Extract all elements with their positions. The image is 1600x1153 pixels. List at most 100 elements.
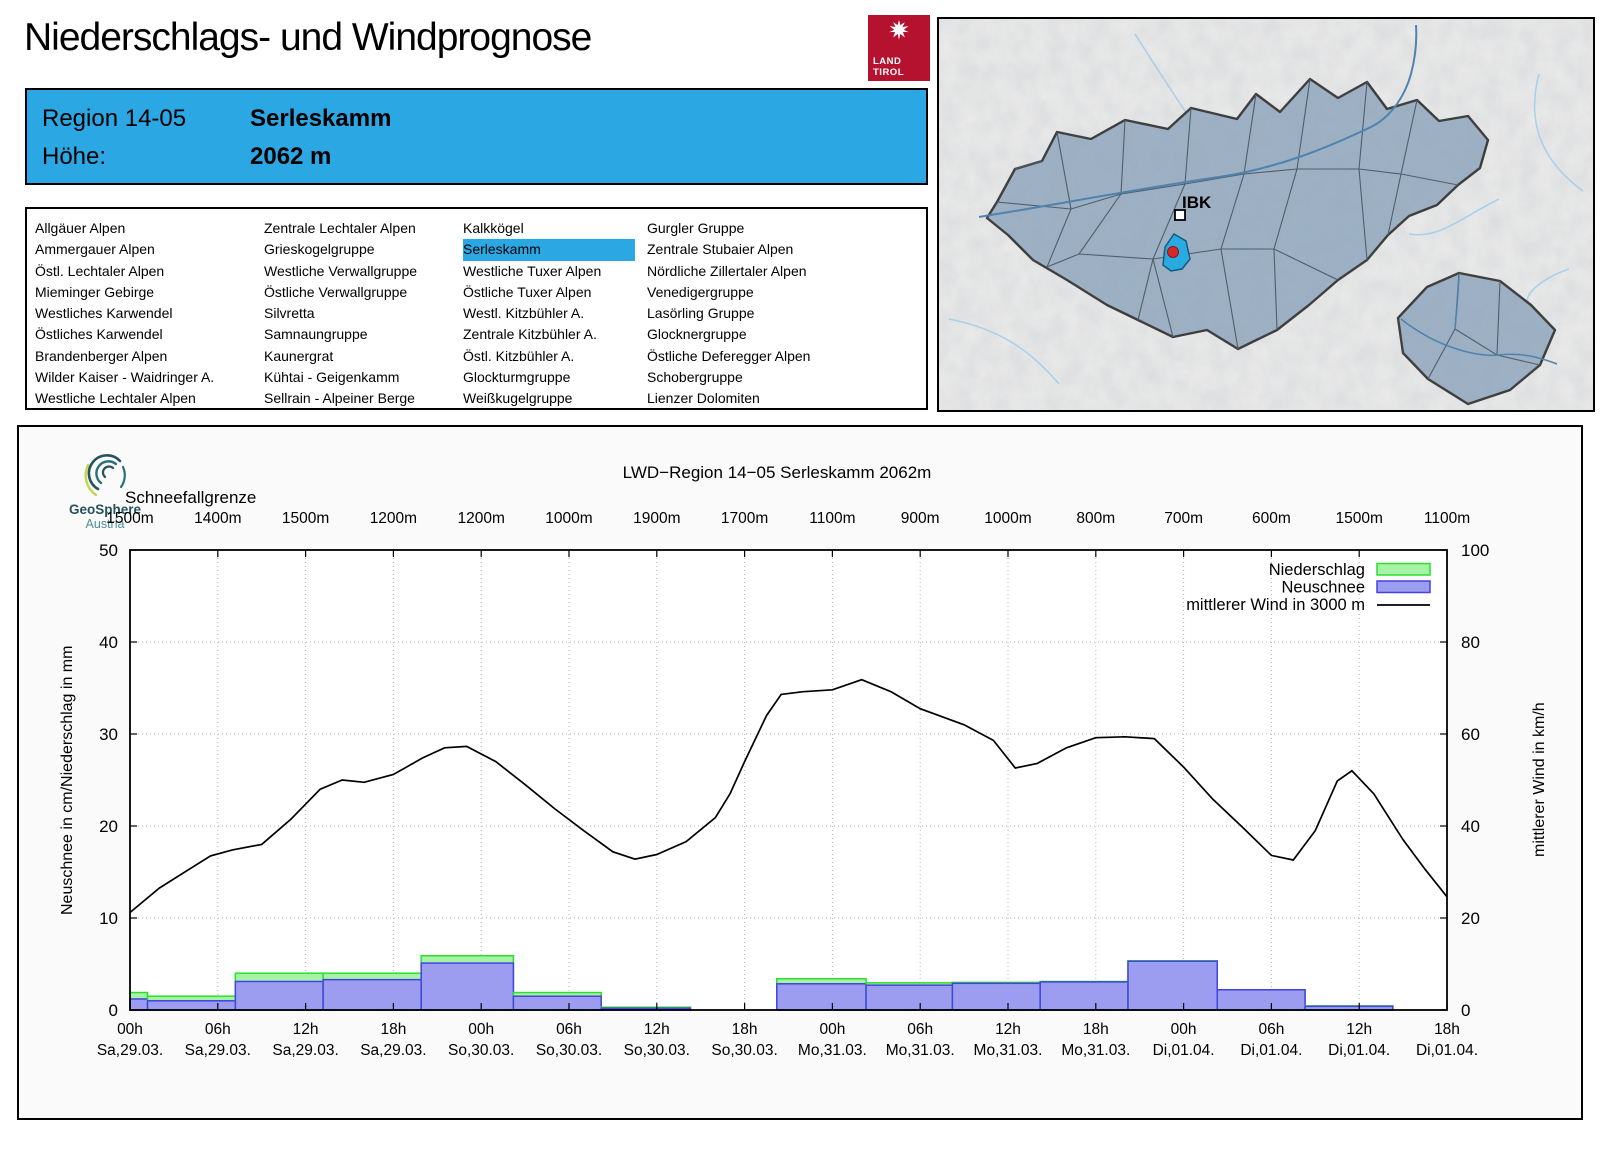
region-list-item[interactable]: Östl. Lechtaler Alpen: [35, 262, 165, 279]
snowline-value: 1500m: [281, 510, 330, 527]
x-tick-date: So,30.03.: [623, 1042, 690, 1059]
plot-area: [130, 550, 1447, 1010]
x-tick-date: Mo,31.03.: [1061, 1042, 1131, 1059]
region-list-item[interactable]: Serleskamm: [463, 239, 635, 261]
region-list-item[interactable]: Zentrale Stubaier Alpen: [647, 241, 794, 258]
region-list-item[interactable]: Glocknergruppe: [647, 326, 747, 343]
x-tick-date: Sa,29.03.: [184, 1042, 251, 1059]
map-ibk-label: IBK: [1182, 193, 1212, 212]
region-list-column-2: Zentrale Lechtaler Alpen Grieskogelgruppe…: [264, 218, 463, 408]
geosphere-name: GeoSphere: [68, 502, 142, 517]
map-region-marker-dot: [1167, 246, 1179, 258]
x-tick-time: 06h: [907, 1021, 934, 1038]
region-list-item[interactable]: Kalkkögel: [463, 220, 524, 236]
region-list-item[interactable]: Glockturmgruppe: [463, 369, 571, 386]
forecast-chart-panel: GeoSphere Austria LWD−Region 14−05 Serle…: [17, 425, 1583, 1120]
region-list-item[interactable]: Östl. Kitzbühler A.: [463, 347, 575, 364]
snow-bar: [512, 995, 602, 1011]
x-tick-date: Mo,31.03.: [797, 1042, 867, 1059]
x-tick-time: 12h: [643, 1021, 670, 1038]
x-tick-time: 18h: [731, 1021, 758, 1038]
chart-title: LWD−Region 14−05 Serleskamm 2062m: [622, 463, 932, 482]
x-tick-date: Sa,29.03.: [360, 1042, 427, 1059]
snowline-value: 600m: [1252, 510, 1291, 527]
region-list-item[interactable]: Westliches Karwendel: [35, 305, 173, 322]
right-tick-label: 0: [1461, 1001, 1470, 1020]
snow-bar: [865, 984, 954, 1011]
region-list-item[interactable]: Westliche Tuxer Alpen: [463, 262, 602, 279]
snowline-value: 1700m: [720, 510, 769, 527]
geosphere-swirl-icon: [84, 454, 126, 497]
region-list-column-4: Gurgler Gruppe Zentrale Stubaier Alpen Nör…: [647, 218, 810, 408]
snow-bar: [146, 1000, 237, 1011]
left-tick-label: 30: [99, 725, 118, 744]
x-tick-date: Mo,31.03.: [885, 1042, 955, 1059]
tirol-overview-map[interactable]: IBK: [937, 17, 1595, 412]
region-list-item[interactable]: Lasörling Gruppe: [647, 305, 755, 322]
x-tick-label: 06h So,30.03.: [511, 1019, 627, 1061]
x-tick-label: 18h Di,01.04.: [1389, 1019, 1505, 1061]
legend-swatch-snow: [1376, 580, 1431, 594]
snowline-value: 800m: [1076, 510, 1116, 527]
map-river-inn: [978, 24, 1418, 218]
snow-bar: [234, 980, 324, 1011]
region-list-item[interactable]: Wilder Kaiser - Waidringer A.: [35, 369, 215, 386]
region-list-item[interactable]: Weißkugelgruppe: [463, 390, 573, 407]
left-tick-label: 50: [99, 541, 118, 560]
region-list-item[interactable]: Sellrain - Alpeiner Berge: [264, 390, 415, 407]
region-list-item[interactable]: Östliches Karwendel: [35, 326, 163, 343]
region-list-item[interactable]: Nördliche Zillertaler Alpen: [647, 262, 807, 279]
x-tick-time: 00h: [819, 1021, 846, 1038]
x-tick-label: 06h Mo,31.03.: [862, 1019, 978, 1061]
region-list-item[interactable]: Gurgler Gruppe: [647, 220, 745, 236]
region-list-item[interactable]: Ammergauer Alpen: [35, 241, 155, 258]
geosphere-sub: Austria: [85, 517, 125, 531]
region-list-column-3: Kalkkögel Serleskamm Westliche Tuxer Alpen…: [463, 218, 647, 408]
region-list-item[interactable]: Grieskogelgruppe: [264, 241, 375, 258]
region-list-item[interactable]: Silvretta: [264, 305, 315, 322]
region-list-item[interactable]: Kühtai - Geigenkamm: [264, 369, 400, 386]
region-list-item[interactable]: Samnaungruppe: [264, 326, 368, 343]
region-list-item[interactable]: Brandenberger Alpen: [35, 347, 168, 364]
region-list-item[interactable]: Schobergruppe: [647, 369, 743, 386]
x-tick-label: 18h So,30.03.: [687, 1019, 803, 1061]
right-tick-label: 80: [1461, 633, 1480, 652]
region-list-item[interactable]: Lienzer Dolomiten: [647, 390, 760, 407]
region-list-item[interactable]: Östliche Deferegger Alpen: [647, 347, 811, 364]
left-tick-label: 40: [99, 633, 118, 652]
region-name-value: Serleskamm: [250, 105, 392, 132]
forecast-plot: 0 0 10 20 20 40 30 60 40 80 50 100 NiederschlagNeusc…: [99, 541, 1489, 1020]
region-list-item[interactable]: Allgäuer Alpen: [35, 220, 126, 236]
snow-bar: [1127, 960, 1219, 1011]
legend-swatch-precip: [1376, 562, 1431, 576]
snow-bar: [129, 998, 149, 1011]
x-tick-label: 00h Sa,29.03.: [72, 1019, 188, 1061]
x-tick-date: Mo,31.03.: [973, 1042, 1043, 1059]
snowline-value: 1000m: [545, 510, 593, 527]
x-tick-label: 00h So,30.03.: [423, 1019, 539, 1061]
x-tick-time: 00h: [468, 1021, 495, 1038]
region-list-item[interactable]: Zentrale Kitzbühler A.: [463, 326, 597, 343]
x-tick-time: 00h: [117, 1021, 143, 1038]
region-list-item[interactable]: Westl. Kitzbühler A.: [463, 305, 585, 322]
x-tick-time: 06h: [1258, 1021, 1285, 1038]
region-list-item[interactable]: Mieminger Gebirge: [35, 283, 155, 300]
region-list-item[interactable]: Westliche Lechtaler Alpen: [35, 390, 196, 407]
left-tick-label: 10: [99, 909, 118, 928]
region-list-item[interactable]: Westliche Verwallgruppe: [264, 262, 418, 279]
region-list: Allgäuer Alpen Ammergauer Alpen Östl. Lech…: [25, 207, 928, 410]
x-tick-time: 12h: [292, 1021, 319, 1038]
x-tick-date: Di,01.04.: [1415, 1042, 1479, 1059]
x-tick-label: 00h Mo,31.03.: [774, 1019, 890, 1061]
x-tick-date: So,30.03.: [448, 1042, 515, 1059]
x-tick-label: 12h So,30.03.: [599, 1019, 715, 1061]
snow-bar: [776, 983, 867, 1011]
legend-label: mittlerer Wind in 3000 m: [1186, 596, 1365, 614]
region-list-item[interactable]: Östliche Tuxer Alpen: [463, 283, 592, 300]
region-list-item[interactable]: Östliche Verwallgruppe: [264, 283, 408, 300]
region-list-item[interactable]: Zentrale Lechtaler Alpen: [264, 220, 416, 236]
x-tick-label: 06h Sa,29.03.: [160, 1019, 276, 1061]
region-list-item[interactable]: Venedigergruppe: [647, 283, 754, 300]
region-list-item[interactable]: Kaunergrat: [264, 347, 334, 364]
x-tick-label: 12h Di,01.04.: [1301, 1019, 1417, 1061]
